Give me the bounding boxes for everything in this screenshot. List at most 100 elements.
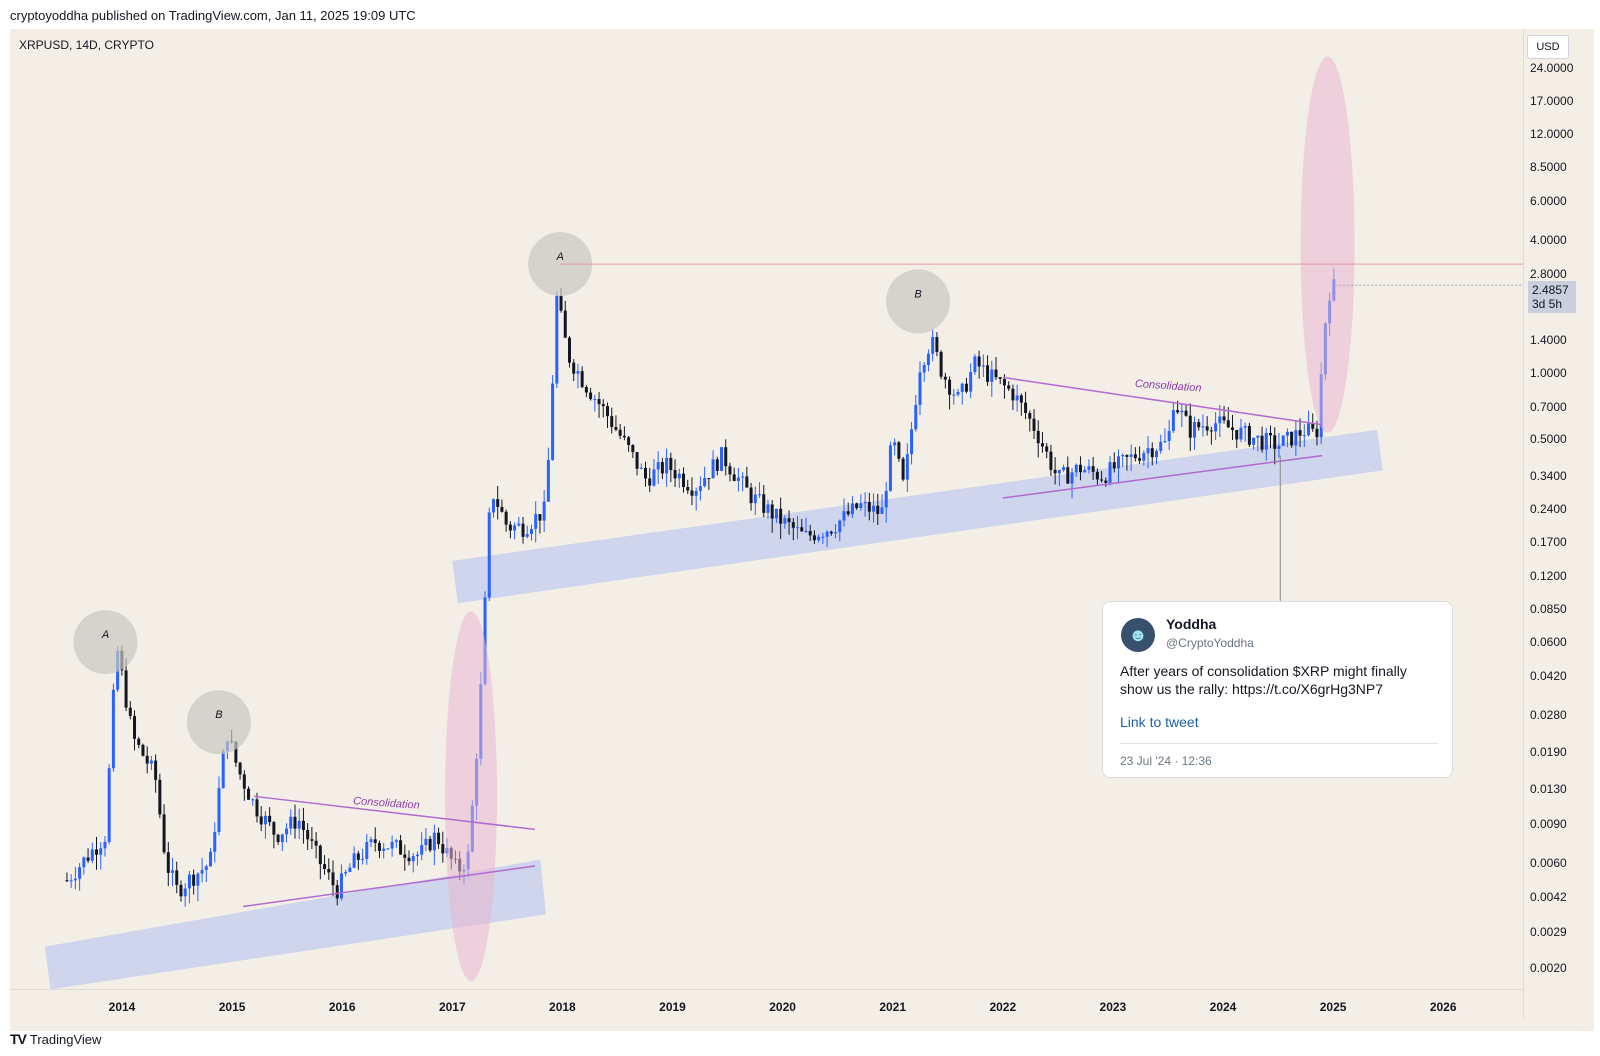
candle-body: [1104, 480, 1108, 483]
price-tick: 6.0000: [1530, 193, 1567, 208]
year-tick: 2015: [218, 1000, 246, 1014]
candle-body: [711, 459, 715, 479]
candle-body: [1036, 430, 1040, 444]
tweet-text: After years of consolidation $XRP might …: [1120, 663, 1407, 697]
price-tick: 0.0190: [1530, 745, 1567, 760]
candle-body: [686, 486, 690, 491]
candle-body: [901, 458, 905, 480]
candle-body: [720, 447, 724, 471]
candle-body: [644, 467, 648, 479]
candle-body: [939, 351, 943, 377]
candle-body: [420, 845, 424, 855]
candle-body: [1150, 448, 1154, 458]
symbol-label[interactable]: XRPUSD, 14D, CRYPTO: [19, 38, 154, 52]
candle-body: [665, 457, 669, 474]
price-tick: 8.5000: [1530, 160, 1567, 175]
candle-body: [1062, 467, 1066, 471]
candle-body: [572, 362, 576, 374]
candle-body: [1125, 455, 1129, 457]
candle-body: [1277, 445, 1281, 449]
candle-body: [918, 372, 922, 406]
candle-body: [187, 874, 191, 889]
candle-body: [922, 365, 926, 373]
candle-body: [745, 476, 749, 488]
candle-body: [990, 369, 994, 382]
candle-body: [669, 457, 673, 471]
candle-body: [876, 505, 880, 514]
price-tick: 1.0000: [1530, 365, 1567, 380]
candle-body: [1007, 385, 1011, 389]
candle-body: [956, 391, 960, 395]
candle-body: [952, 394, 956, 396]
candle-body: [128, 707, 132, 716]
candle-body: [314, 840, 318, 846]
consolidation-label: Consolidation: [1134, 378, 1201, 395]
candle-body: [1154, 450, 1158, 458]
candle-body: [1176, 410, 1180, 413]
candle-body: [149, 760, 153, 764]
candle-body: [897, 442, 901, 459]
candle-body: [910, 429, 914, 455]
candle-body: [1053, 469, 1057, 474]
candle-body: [969, 372, 973, 392]
candle-body: [428, 838, 432, 851]
candle-body: [1171, 410, 1175, 432]
candle-body: [1247, 425, 1251, 445]
candle-body: [95, 849, 99, 855]
year-tick: 2020: [769, 1000, 796, 1014]
candle-body: [808, 530, 812, 536]
candle-body: [432, 832, 436, 851]
price-tick: 0.0420: [1530, 669, 1567, 684]
price-axis-divider: [1523, 29, 1524, 1019]
price-tick: 0.0020: [1530, 961, 1567, 975]
candle-body: [593, 399, 597, 401]
candle-body: [293, 816, 297, 829]
year-tick: 2018: [549, 1000, 576, 1014]
tweet-link[interactable]: Link to tweet: [1120, 714, 1199, 730]
candle-body: [331, 872, 335, 886]
candle-body: [1138, 458, 1142, 461]
price-tick: 0.0042: [1530, 889, 1567, 904]
candle-body: [1184, 410, 1188, 416]
candle-body: [555, 295, 559, 384]
peak-a-label: A: [556, 251, 564, 263]
candle-body: [964, 383, 968, 392]
tweet-card[interactable]: ☻ Yoddha @CryptoYoddha After years of co…: [1102, 601, 1453, 778]
candle-body: [597, 399, 601, 405]
price-tick: 0.3400: [1530, 468, 1567, 483]
year-tick: 2026: [1429, 1000, 1457, 1014]
price-tick: 0.0130: [1530, 781, 1567, 796]
candle-body: [774, 508, 778, 519]
currency-selector[interactable]: USD: [1527, 35, 1569, 59]
candle-body: [690, 490, 694, 496]
candle-body: [567, 337, 571, 363]
candle-body: [1315, 428, 1319, 438]
footer-brand[interactable]: TV TradingView: [10, 1031, 101, 1047]
candle-body: [1256, 435, 1260, 438]
candle-body: [1087, 466, 1091, 470]
candle-body: [496, 499, 500, 508]
support-band-early: [44, 859, 546, 990]
candle-body: [1057, 470, 1061, 474]
candle-body: [204, 866, 208, 870]
candle-body: [589, 392, 593, 400]
candle-body: [829, 531, 833, 534]
candle-body: [779, 508, 783, 524]
candle-body: [652, 469, 656, 486]
candle-body: [377, 842, 381, 851]
candle-body: [1091, 466, 1095, 472]
candle-body: [1298, 430, 1302, 436]
tweet-author-handle: @CryptoYoddha: [1166, 636, 1254, 650]
candle-body: [1024, 402, 1028, 413]
candle-body: [1083, 469, 1087, 473]
peak-b-circle: [886, 269, 951, 334]
candle-body: [1078, 464, 1082, 473]
candle-body: [323, 864, 327, 869]
candle-body: [825, 531, 829, 537]
candle-body: [715, 459, 719, 471]
candle-body: [1209, 430, 1213, 432]
candle-body: [415, 854, 419, 857]
candle-body: [82, 857, 86, 868]
candle-body: [682, 473, 686, 487]
